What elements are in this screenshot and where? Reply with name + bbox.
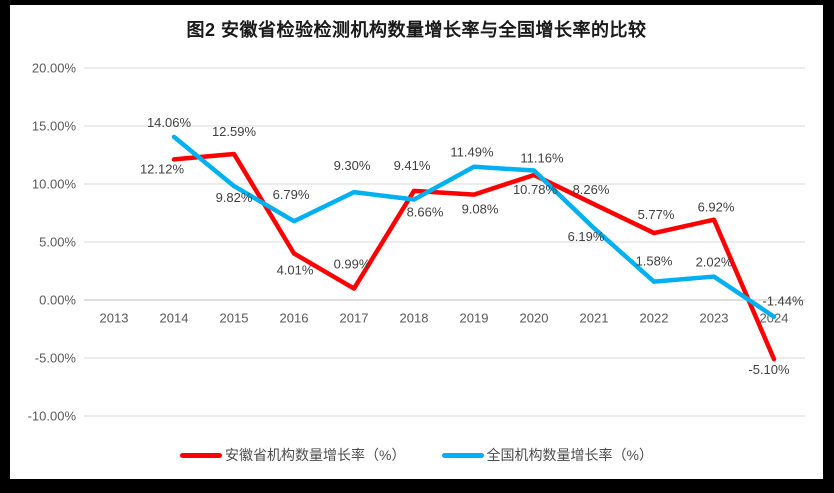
data-label-anhui: 12.59% [212, 124, 257, 139]
y-axis-tick-label: 5.00% [39, 235, 76, 250]
data-label-anhui: 9.41% [394, 158, 431, 173]
x-axis-label: 2016 [280, 311, 309, 326]
y-axis-tick-label: 20.00% [32, 61, 77, 76]
data-label-anhui: 4.01% [277, 262, 314, 277]
legend-swatch-anhui [180, 452, 223, 458]
chart-title: 图2 安徽省检验检测机构数量增长率与全国增长率的比较 [186, 20, 647, 40]
x-axis-label: 2019 [460, 311, 489, 326]
y-axis-tick-label: 0.00% [39, 293, 76, 308]
legend-item-anhui: 安徽省机构数量增长率（%） [180, 445, 406, 465]
y-axis-tick-label: -10.00% [28, 409, 77, 424]
data-label-anhui: -5.10% [748, 362, 790, 377]
data-label-national: 14.06% [147, 115, 192, 130]
x-axis-label: 2015 [220, 311, 249, 326]
data-label-anhui: 5.77% [638, 207, 675, 222]
y-axis-tick-label: -5.00% [35, 351, 77, 366]
x-axis-label: 2022 [640, 311, 669, 326]
legend-label-national: 全国机构数量增长率（%） [486, 447, 653, 463]
legend-label-anhui: 安徽省机构数量增长率（%） [225, 447, 406, 463]
y-axis-tick-label: 10.00% [32, 177, 77, 192]
data-label-anhui: 12.12% [140, 161, 185, 176]
data-label-anhui: 9.08% [462, 202, 499, 217]
data-label-national: 1.58% [636, 254, 673, 269]
x-axis-label: 2017 [340, 311, 369, 326]
x-axis-label: 2023 [700, 311, 729, 326]
legend-item-national: 全国机构数量增长率（%） [441, 445, 653, 465]
data-label-anhui: 0.99% [334, 257, 371, 272]
data-label-anhui: 8.26% [573, 182, 610, 197]
data-label-anhui: 10.78% [513, 182, 558, 197]
legend-swatch-national [441, 452, 484, 458]
x-axis-label: 2021 [580, 311, 609, 326]
series-line-anhui [171, 151, 777, 362]
y-axis-tick-label: 15.00% [32, 119, 77, 134]
chart-legend: 安徽省机构数量增长率（%） 全国机构数量增长率（%） [10, 445, 823, 465]
data-label-national: 11.49% [450, 145, 494, 160]
data-label-national: 6.79% [273, 187, 310, 202]
data-label-national: 6.19% [568, 229, 605, 244]
x-axis-label: 2020 [520, 311, 549, 326]
x-axis-label: 2013 [100, 311, 129, 326]
chart-container: 图2 安徽省检验检测机构数量增长率与全国增长率的比较 20.00% 15.00% 1… [10, 5, 823, 479]
data-label-national: -1.44% [762, 294, 804, 309]
line-chart-plot: 20.00% 15.00% 10.00% 5.00% 0.00% -5.00% -10.00… [28, 61, 805, 424]
x-axis-label: 2018 [400, 311, 429, 326]
x-axis-label: 2014 [160, 311, 189, 326]
data-label-national: 9.30% [334, 158, 371, 173]
series-line-national [171, 134, 777, 319]
data-label-national: 11.16% [520, 151, 564, 166]
data-label-anhui: 6.92% [698, 200, 735, 215]
data-label-national: 8.66% [407, 205, 444, 220]
data-label-national: 2.02% [696, 255, 733, 270]
data-label-national: 9.82% [216, 190, 253, 205]
